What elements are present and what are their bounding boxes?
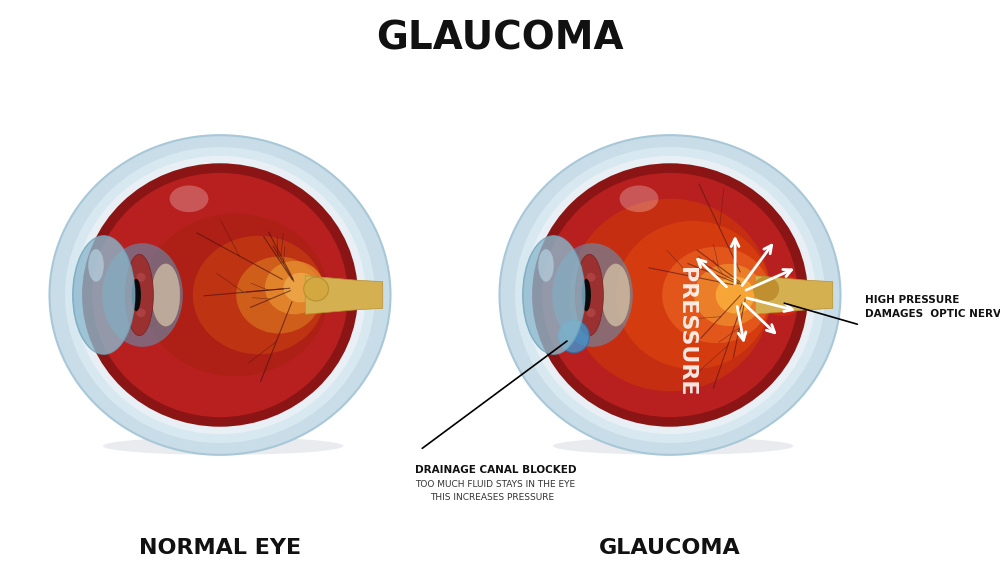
Ellipse shape xyxy=(754,277,778,301)
Text: TOO MUCH FLUID STAYS IN THE EYE: TOO MUCH FLUID STAYS IN THE EYE xyxy=(415,480,575,489)
Ellipse shape xyxy=(50,135,390,455)
Ellipse shape xyxy=(82,163,358,427)
Ellipse shape xyxy=(193,236,325,354)
Ellipse shape xyxy=(500,135,840,455)
Ellipse shape xyxy=(74,156,366,434)
Ellipse shape xyxy=(582,279,591,311)
Ellipse shape xyxy=(284,273,318,302)
Ellipse shape xyxy=(92,173,348,417)
Ellipse shape xyxy=(532,163,808,427)
Ellipse shape xyxy=(602,264,630,326)
Text: DRAINAGE CANAL BLOCKED: DRAINAGE CANAL BLOCKED xyxy=(415,465,576,475)
Ellipse shape xyxy=(616,221,771,369)
Ellipse shape xyxy=(170,186,208,212)
Text: THIS INCREASES PRESSURE: THIS INCREASES PRESSURE xyxy=(430,493,554,502)
Ellipse shape xyxy=(716,277,754,314)
Ellipse shape xyxy=(542,173,798,417)
Ellipse shape xyxy=(236,257,322,333)
Ellipse shape xyxy=(569,199,771,391)
Ellipse shape xyxy=(88,249,104,282)
Ellipse shape xyxy=(136,308,146,317)
Polygon shape xyxy=(755,276,833,314)
Ellipse shape xyxy=(515,147,825,443)
Ellipse shape xyxy=(694,264,764,326)
Ellipse shape xyxy=(73,236,135,354)
Ellipse shape xyxy=(553,437,793,455)
Ellipse shape xyxy=(65,147,375,443)
Ellipse shape xyxy=(662,247,771,343)
Ellipse shape xyxy=(523,236,585,354)
Ellipse shape xyxy=(558,320,589,353)
Ellipse shape xyxy=(132,279,141,311)
Ellipse shape xyxy=(143,214,328,376)
Text: NORMAL EYE: NORMAL EYE xyxy=(139,538,301,558)
Text: PRESSURE: PRESSURE xyxy=(676,267,696,397)
Ellipse shape xyxy=(152,264,180,326)
Ellipse shape xyxy=(136,273,146,282)
Text: HIGH PRESSURE: HIGH PRESSURE xyxy=(865,295,959,305)
Ellipse shape xyxy=(103,437,343,455)
Ellipse shape xyxy=(524,156,816,434)
Text: DAMAGES  OPTIC NERVE: DAMAGES OPTIC NERVE xyxy=(865,309,1000,319)
Ellipse shape xyxy=(586,308,596,317)
Ellipse shape xyxy=(102,243,183,347)
Text: GLAUCOMA: GLAUCOMA xyxy=(599,538,741,558)
Polygon shape xyxy=(305,276,383,314)
Ellipse shape xyxy=(620,186,658,212)
Text: GLAUCOMA: GLAUCOMA xyxy=(376,19,624,57)
Ellipse shape xyxy=(125,254,153,336)
Ellipse shape xyxy=(757,274,806,316)
Ellipse shape xyxy=(552,243,633,347)
Ellipse shape xyxy=(538,249,554,282)
Ellipse shape xyxy=(575,254,603,336)
Ellipse shape xyxy=(265,261,324,314)
Ellipse shape xyxy=(586,273,596,282)
Ellipse shape xyxy=(774,280,808,310)
Ellipse shape xyxy=(304,277,328,301)
